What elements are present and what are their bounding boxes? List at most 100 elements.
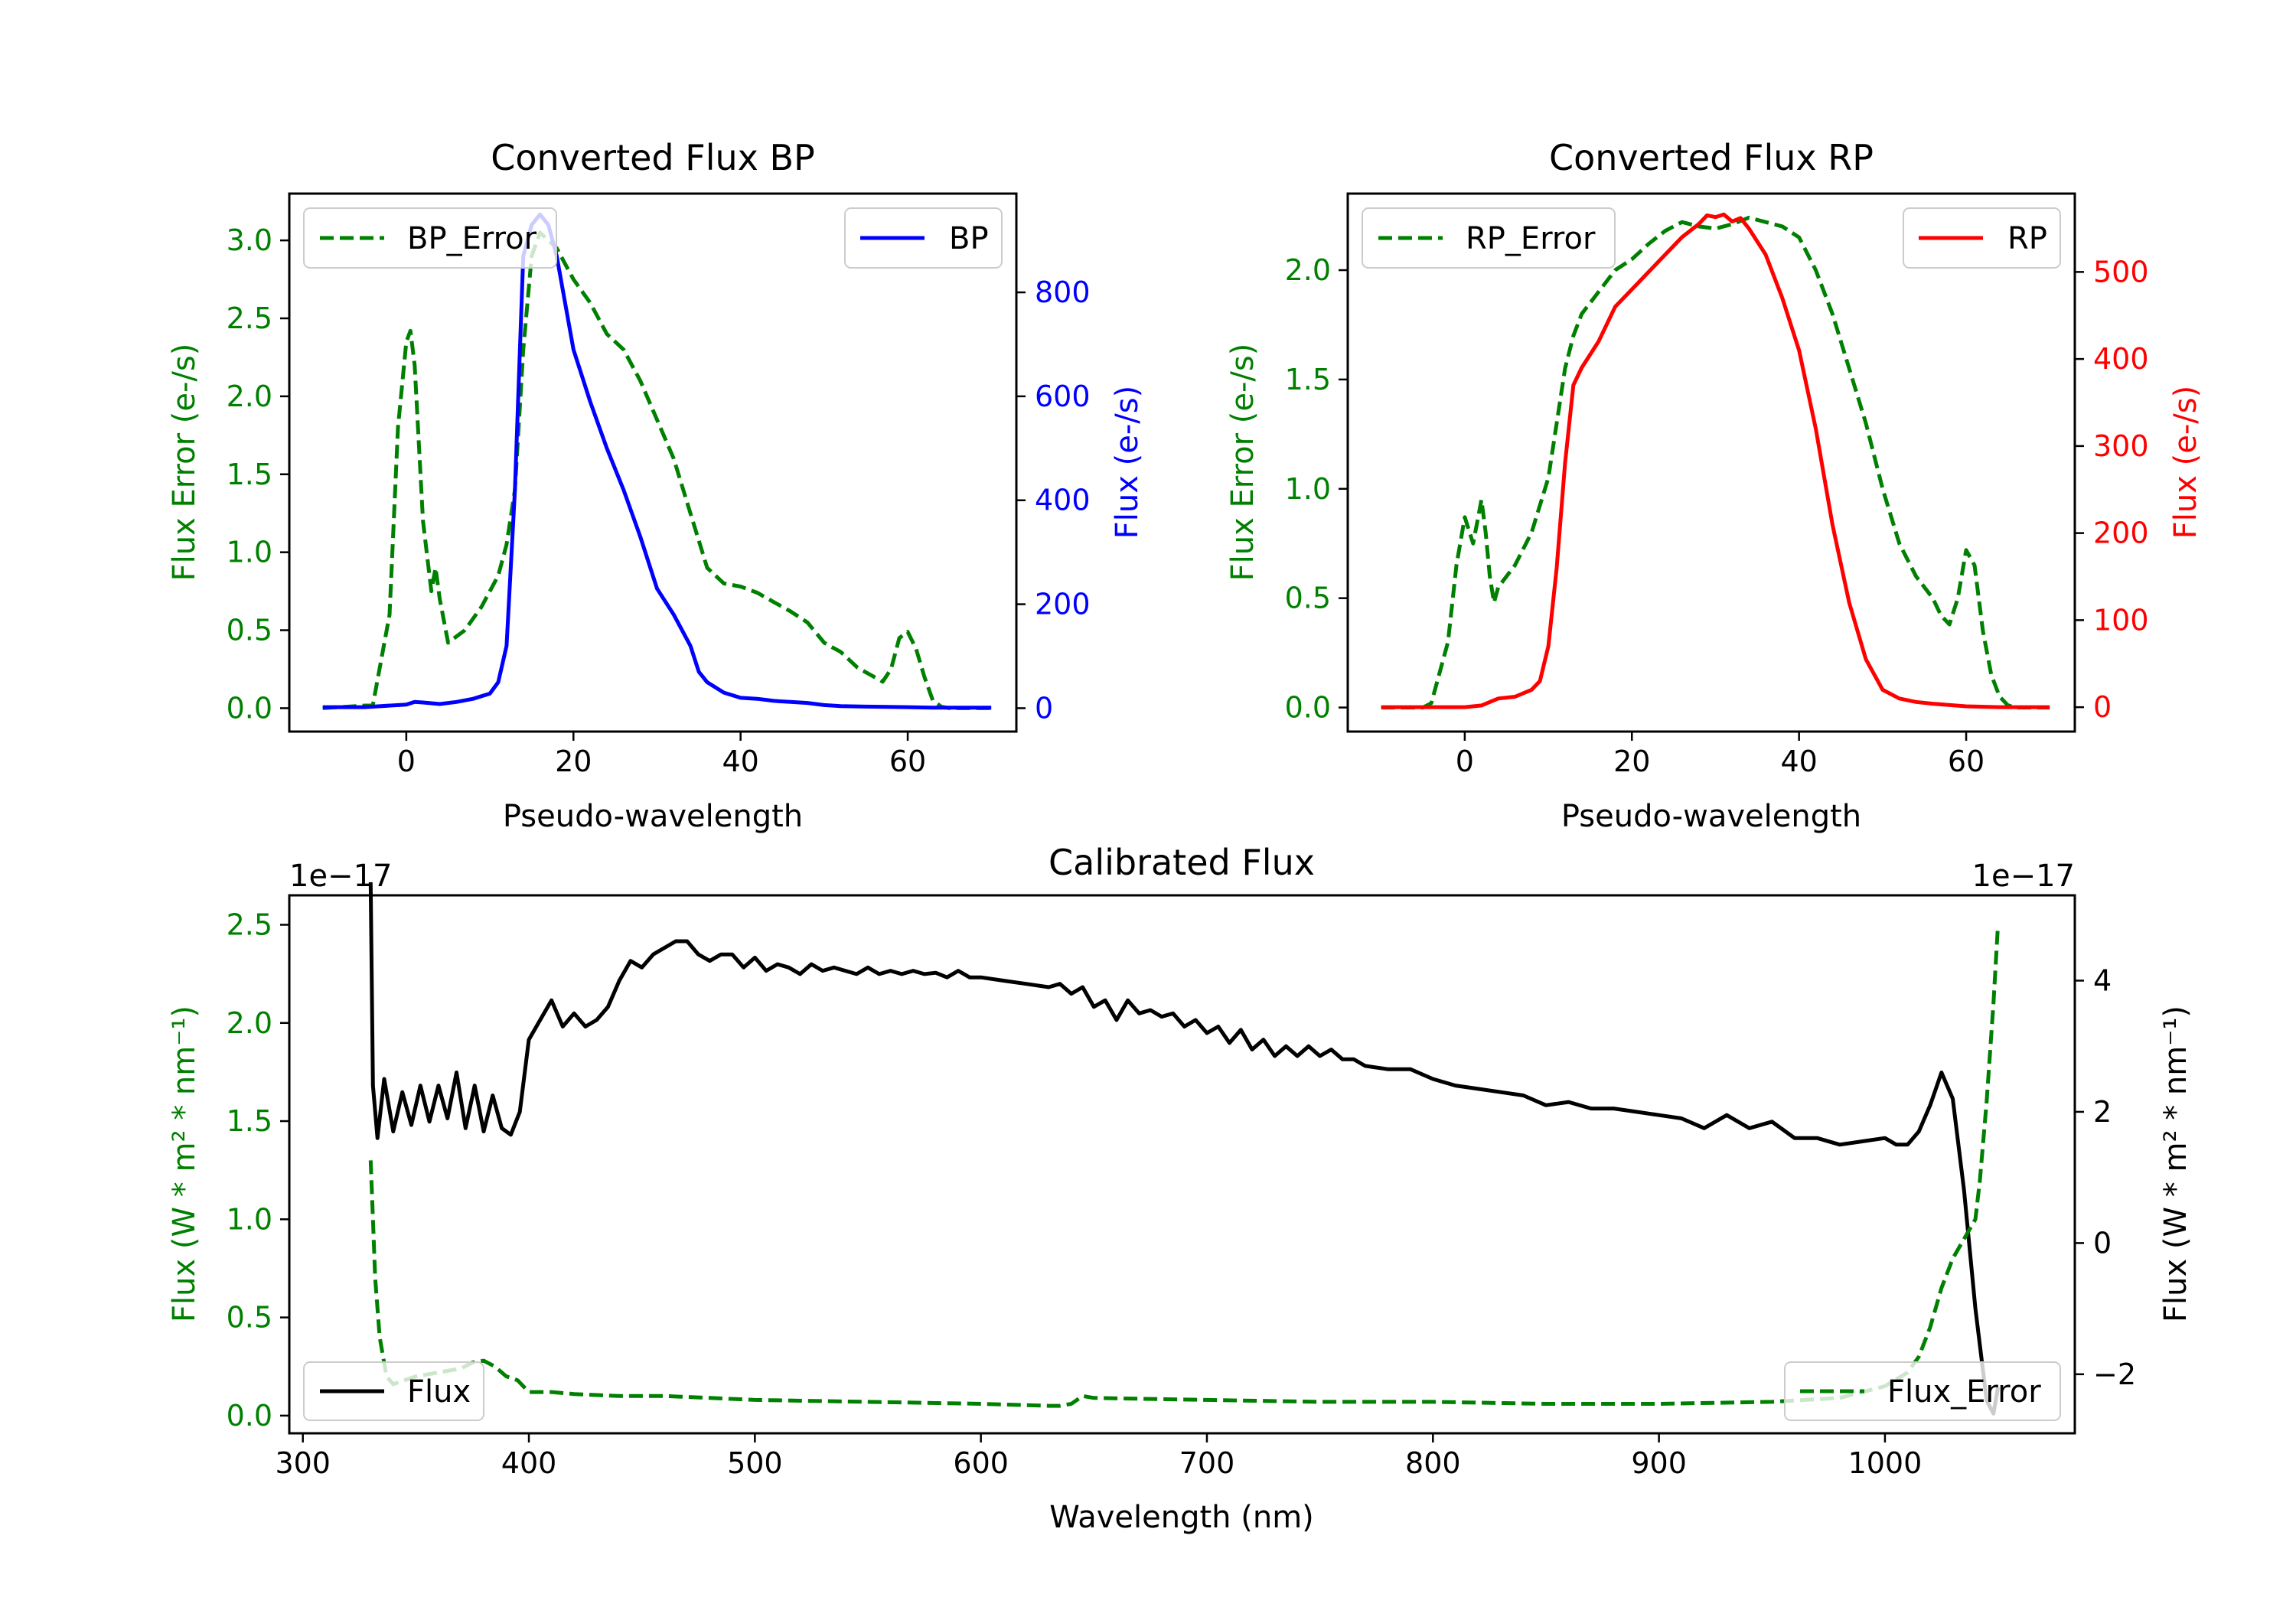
cal-xtick-label: 400 (501, 1446, 557, 1480)
cal-xtick-label: 600 (953, 1446, 1009, 1480)
bp-left-ytick-label: 2.0 (227, 380, 272, 413)
bp-legend-right: BP (844, 207, 1003, 269)
cal-right-ticks: −2 0 2 4 (2075, 963, 2136, 1391)
cal-title: Calibrated Flux (1049, 842, 1315, 883)
cal-right-ytick-label: 0 (2093, 1226, 2112, 1260)
rp-legend-rp-label: RP (2007, 221, 2047, 256)
rp-legend-error-label: RP_Error (1466, 221, 1596, 256)
cal-legend-right-box (1784, 1361, 2061, 1421)
bp-series-bp (322, 212, 992, 710)
cal-left-ytick-label: 2.0 (227, 1006, 272, 1040)
bp-right-ytick-label: 200 (1035, 588, 1091, 621)
bp-left-ticks: 0.0 0.5 1.0 1.5 2.0 2.5 3.0 (227, 223, 289, 725)
bp-right-ytick-label: 600 (1035, 380, 1091, 413)
rp-axes-frame (1346, 192, 2076, 733)
rp-right-ylabel: Flux (e-/s) (2168, 386, 2203, 539)
rp-left-ticks: 0.0 0.5 1.0 1.5 2.0 (1285, 253, 1348, 725)
rp-legend-left-box (1362, 207, 1616, 269)
bp-xtick-label: 60 (889, 745, 926, 778)
panel-rp: Converted Flux RP 0 20 40 60 0.0 0.5 1.0 1.5 2.… (1225, 137, 2203, 834)
rp-left-ytick-label: 0.0 (1285, 691, 1331, 725)
rp-left-ytick-label: 1.0 (1285, 472, 1331, 506)
rp-right-ytick-label: 100 (2093, 603, 2149, 637)
rp-series-rp (1381, 212, 2050, 709)
cal-left-ytick-label: 0.5 (227, 1301, 272, 1335)
cal-xticks: 300 400 500 600 700 800 900 1000 (275, 1433, 1922, 1480)
panel-bp: Converted Flux BP 0 20 40 60 0.0 0.5 1.0 1.5 2.… (167, 137, 1145, 834)
bp-left-ytick-label: 1.5 (227, 458, 272, 491)
cal-left-ytick-label: 1.0 (227, 1202, 272, 1236)
cal-left-ylabel: Flux (W * m² * nm⁻¹) (167, 1006, 202, 1322)
bp-xtick-label: 20 (555, 745, 592, 778)
rp-right-ytick-label: 500 (2093, 255, 2149, 288)
rp-xlabel: Pseudo-wavelength (1561, 799, 1861, 834)
cal-xtick-label: 300 (275, 1446, 331, 1480)
panel-calibrated: Calibrated Flux 1e−17 1e−17 300 400 500 600… (167, 842, 2193, 1535)
bp-right-ytick-label: 400 (1035, 484, 1091, 517)
bp-right-ytick-label: 800 (1035, 275, 1091, 309)
cal-offset-right: 1e−17 (1972, 859, 2075, 894)
rp-left-ytick-label: 0.5 (1285, 582, 1331, 615)
cal-legend-right: Flux_Error (1784, 1361, 2061, 1421)
rp-right-ytick-label: 400 (2093, 342, 2149, 376)
rp-legend-left: RP_Error (1362, 207, 1616, 269)
cal-left-ytick-label: 1.5 (227, 1104, 272, 1138)
cal-right-ytick-label: 4 (2093, 963, 2112, 997)
bp-xtick-label: 40 (722, 745, 758, 778)
bp-left-ytick-label: 3.0 (227, 223, 272, 257)
bp-xlabel: Pseudo-wavelength (503, 799, 803, 834)
cal-axes-frame (288, 894, 2076, 1435)
cal-right-ytick-label: 2 (2093, 1095, 2112, 1129)
bp-legend-left-box (303, 207, 557, 269)
cal-legend-left: Flux (303, 1361, 484, 1421)
cal-right-ytick-label: −2 (2093, 1358, 2136, 1391)
bp-legend-left: BP_Error (303, 207, 557, 269)
bp-title: Converted Flux BP (491, 137, 815, 178)
bp-lines (322, 212, 992, 710)
cal-xtick-label: 500 (727, 1446, 783, 1480)
rp-left-ytick-label: 2.0 (1285, 253, 1331, 287)
cal-xtick-label: 900 (1631, 1446, 1687, 1480)
bp-left-ytick-label: 2.5 (227, 302, 272, 335)
rp-xtick-label: 60 (1948, 745, 1985, 778)
cal-xtick-label: 1000 (1848, 1446, 1923, 1480)
cal-left-ticks: 0.0 0.5 1.0 1.5 2.0 2.5 (227, 908, 289, 1433)
rp-right-ticks: 0 100 200 300 400 500 (2075, 255, 2149, 724)
rp-xtick-label: 40 (1780, 745, 1817, 778)
rp-left-ytick-label: 1.5 (1285, 363, 1331, 396)
rp-lines (1381, 212, 2050, 710)
bp-right-ytick-label: 0 (1035, 691, 1053, 725)
rp-legend-right: RP (1903, 207, 2061, 269)
bp-axes-frame (288, 192, 1018, 733)
cal-xlabel: Wavelength (nm) (1049, 1500, 1314, 1535)
rp-xtick-label: 20 (1613, 745, 1650, 778)
bp-xticks: 0 20 40 60 (397, 732, 926, 778)
rp-xticks: 0 20 40 60 (1456, 732, 1985, 778)
bp-series-bp-error (322, 230, 992, 710)
rp-title: Converted Flux RP (1549, 137, 1874, 178)
cal-legend-flux-label: Flux (407, 1374, 471, 1410)
rp-right-ytick-label: 200 (2093, 517, 2149, 550)
cal-right-ylabel: Flux (W * m² * nm⁻¹) (2158, 1006, 2193, 1322)
cal-series-flux (368, 882, 2001, 1416)
bp-right-ylabel: Flux (e-/s) (1110, 386, 1145, 539)
bp-left-ytick-label: 0.5 (227, 614, 272, 647)
bp-legend-bp-label: BP (949, 221, 989, 256)
bp-left-ytick-label: 1.0 (227, 536, 272, 569)
bp-right-ticks: 0 200 400 600 800 (1016, 275, 1091, 725)
cal-xtick-label: 800 (1405, 1446, 1461, 1480)
cal-legend-error-label: Flux_Error (1887, 1374, 2041, 1410)
cal-left-ytick-label: 0.0 (227, 1399, 272, 1433)
cal-offset-left: 1e−17 (289, 859, 392, 894)
rp-xtick-label: 0 (1456, 745, 1474, 778)
bp-legend-error-label: BP_Error (407, 221, 537, 256)
bp-left-ylabel: Flux Error (e-/s) (167, 344, 202, 582)
bp-left-ytick-label: 0.0 (227, 691, 272, 725)
rp-left-ylabel: Flux Error (e-/s) (1225, 344, 1261, 582)
bp-xtick-label: 0 (397, 745, 416, 778)
cal-left-ytick-label: 2.5 (227, 908, 272, 941)
rp-right-ytick-label: 0 (2093, 690, 2112, 724)
cal-xtick-label: 700 (1179, 1446, 1235, 1480)
cal-legend-left-box (303, 1361, 484, 1421)
